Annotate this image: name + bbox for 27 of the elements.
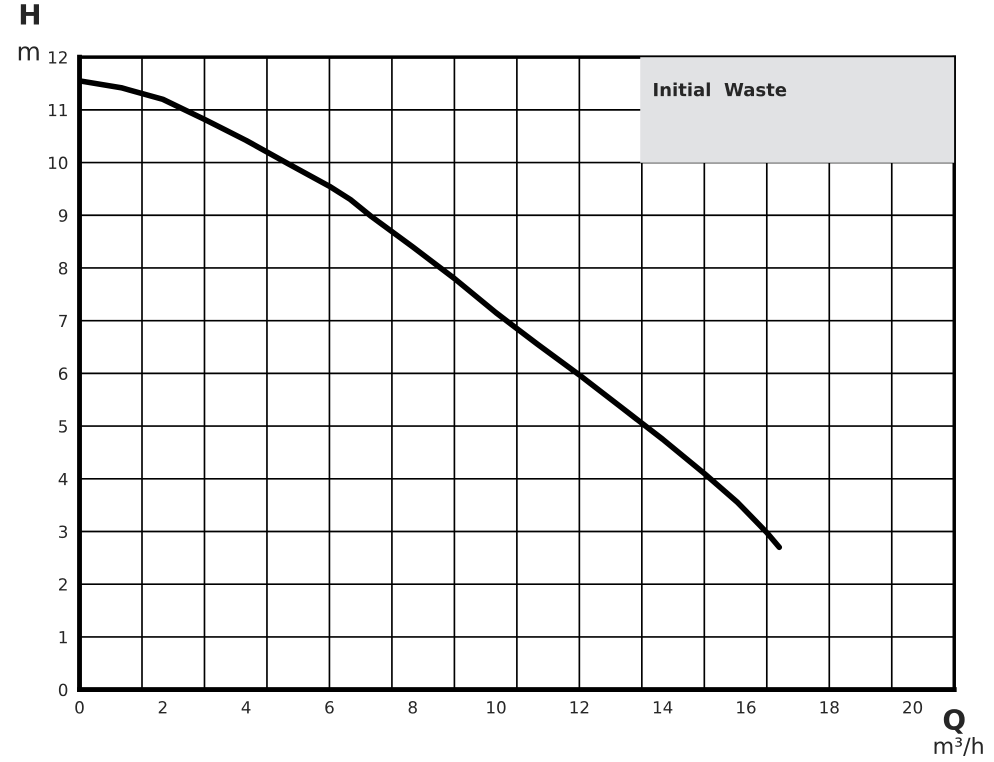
y-tick-label: 1 (60, 631, 67, 644)
x-tick-label: 0 (75, 701, 84, 714)
x-tick-label: 16 (737, 701, 756, 714)
y-tick-label: 8 (58, 262, 68, 275)
y-tick-label: 12 (49, 51, 67, 64)
annotation: Initial Waste (654, 82, 786, 96)
x-tick-label: 14 (654, 701, 672, 714)
x-tick-label: 20 (903, 701, 922, 714)
x-tick-label: 10 (487, 701, 506, 714)
y-tick-label: 6 (58, 367, 68, 380)
y-axis-title: H m (18, 4, 39, 60)
y-tick-label: 9 (58, 209, 68, 222)
x-tick-label: 4 (242, 701, 250, 714)
y-tick-label: 7 (59, 314, 67, 328)
y-tick-label: 11 (49, 104, 67, 116)
x-tick-label: 18 (820, 701, 839, 714)
y-tick-label: 2 (59, 578, 67, 591)
y-tick-label: 3 (59, 525, 68, 538)
x-tick-label: 12 (570, 701, 588, 714)
x-tick-label: 8 (408, 701, 417, 714)
y-tick-label: 4 (58, 472, 68, 486)
y-tick-label: 0 (58, 684, 68, 696)
y-tick-label: 5 (59, 420, 67, 433)
x-axis-title: Q m³/h (934, 709, 983, 756)
x-tick-label: 6 (325, 701, 334, 714)
x-tick-label: 2 (158, 701, 166, 714)
y-tick-label: 10 (49, 156, 68, 170)
